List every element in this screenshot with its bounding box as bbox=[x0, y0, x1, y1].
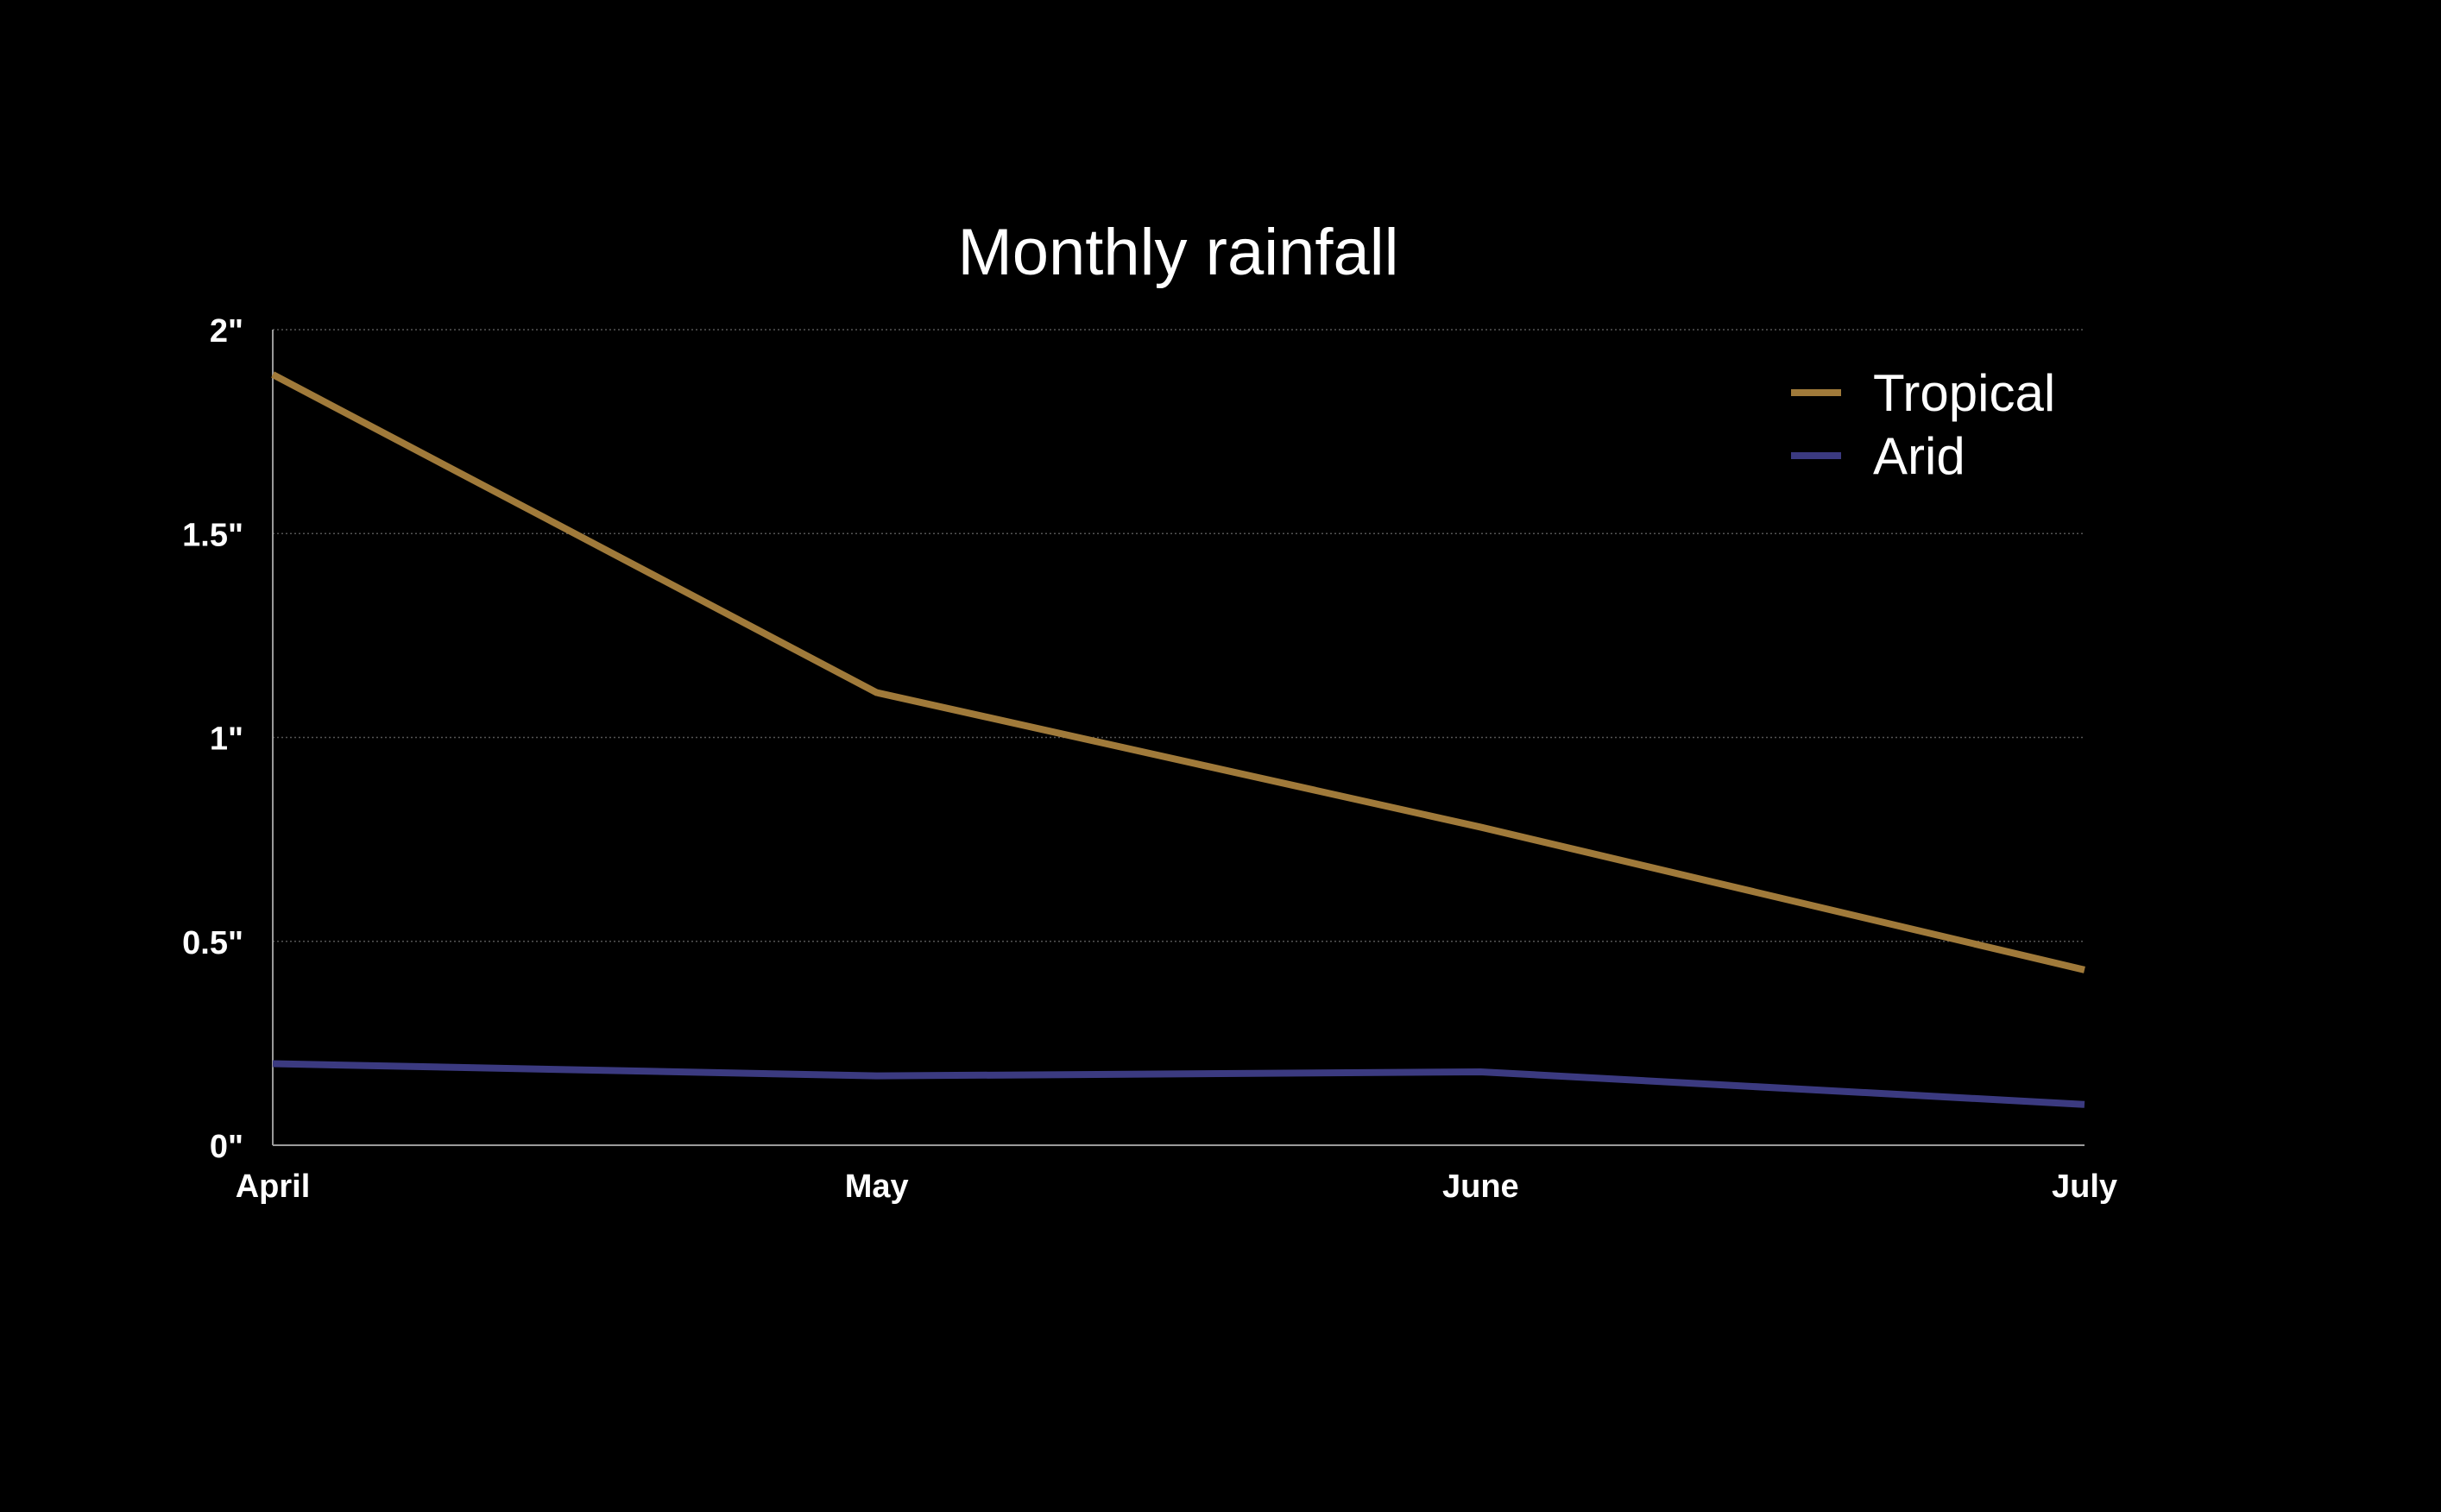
series-line-tropical bbox=[271, 371, 2085, 973]
legend-label-tropical: Tropical bbox=[1873, 364, 2055, 422]
y-axis-ticks: 0" 0.5" 1" 1.5" 2" bbox=[182, 313, 243, 1165]
axes bbox=[272, 330, 2085, 1146]
y-tick-label: 0" bbox=[210, 1129, 243, 1165]
series-lines bbox=[271, 371, 2085, 1108]
chart-title: Monthly rainfall bbox=[957, 216, 1398, 289]
legend-label-arid: Arid bbox=[1873, 427, 1965, 485]
x-tick-label-april: April bbox=[236, 1169, 311, 1205]
y-tick-label: 1" bbox=[210, 721, 243, 758]
y-tick-label: 0.5" bbox=[182, 925, 243, 961]
x-tick-label-july: July bbox=[2052, 1169, 2117, 1205]
x-axis-ticks: April May June July bbox=[236, 1169, 2117, 1205]
grid-lines bbox=[273, 329, 2085, 942]
y-tick-label: 2" bbox=[210, 313, 243, 350]
y-tick-label: 1.5" bbox=[182, 517, 243, 553]
series-line-arid bbox=[272, 1060, 2085, 1108]
x-tick-label-june: June bbox=[1442, 1169, 1519, 1205]
x-tick-label-may: May bbox=[845, 1169, 909, 1205]
